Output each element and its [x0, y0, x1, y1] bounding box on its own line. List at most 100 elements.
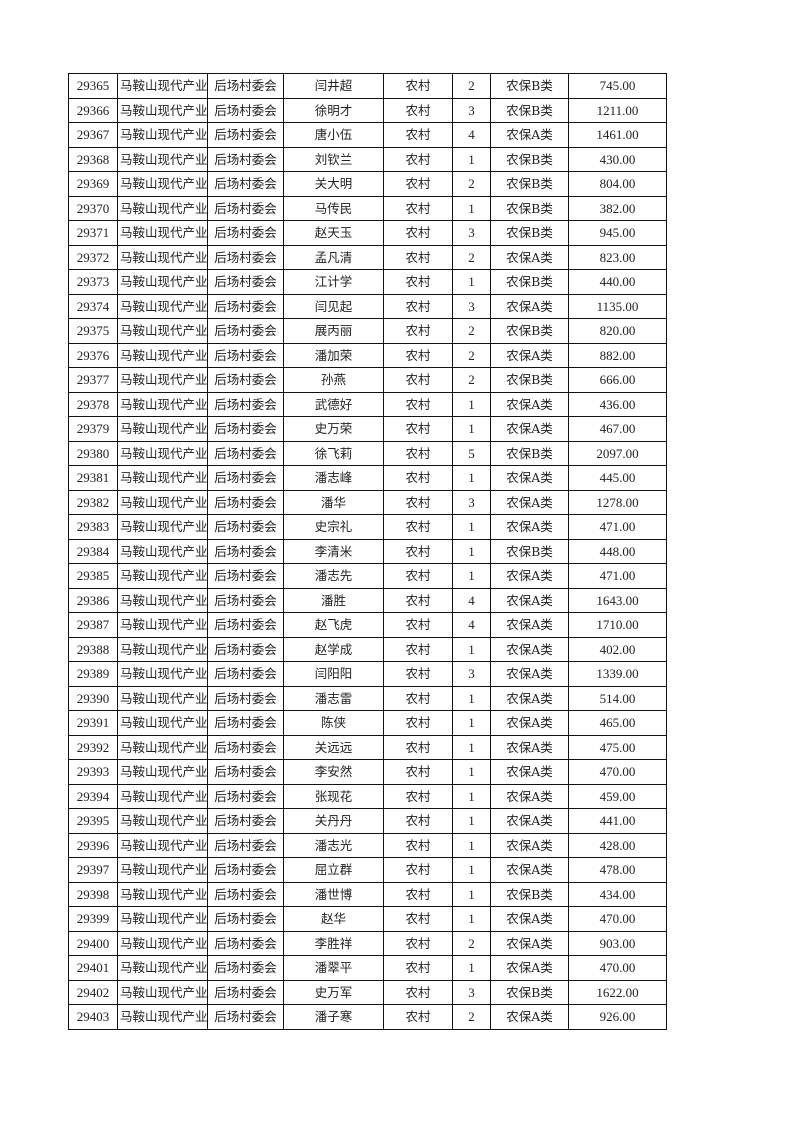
insurance-category-cell: 农保A类 — [490, 1004, 569, 1030]
household-size-cell: 2 — [452, 73, 491, 99]
amount-cell: 745.00 — [568, 73, 667, 99]
person-name-cell: 赵华 — [283, 906, 384, 932]
organization-cell: 马鞍山现代产业 — [117, 759, 208, 785]
household-type-cell: 农村 — [383, 269, 453, 295]
table-row: 29371 马鞍山现代产业 后场村委会 赵天玉 农村 3 农保B类 945.00 — [68, 220, 667, 246]
table-row: 29390 马鞍山现代产业 后场村委会 潘志雷 农村 1 农保A类 514.00 — [68, 685, 667, 711]
record-id-cell: 29395 — [68, 808, 118, 834]
household-type-cell: 农村 — [383, 538, 453, 564]
household-type-cell: 农村 — [383, 293, 453, 319]
amount-cell: 471.00 — [568, 563, 667, 589]
person-name-cell: 潘胜 — [283, 587, 384, 613]
organization-cell: 马鞍山现代产业 — [117, 832, 208, 858]
household-type-cell: 农村 — [383, 440, 453, 466]
table-row: 29384 马鞍山现代产业 后场村委会 李清米 农村 1 农保B类 448.00 — [68, 538, 667, 564]
person-name-cell: 马传民 — [283, 195, 384, 221]
record-id-cell: 29387 — [68, 612, 118, 638]
insurance-category-cell: 农保B类 — [490, 881, 569, 907]
record-id-cell: 29367 — [68, 122, 118, 148]
village-committee-cell: 后场村委会 — [207, 97, 284, 123]
insurance-category-cell: 农保A类 — [490, 514, 569, 540]
amount-cell: 1710.00 — [568, 612, 667, 638]
insurance-category-cell: 农保B类 — [490, 440, 569, 466]
insurance-category-cell: 农保A类 — [490, 612, 569, 638]
record-id-cell: 29368 — [68, 146, 118, 172]
village-committee-cell: 后场村委会 — [207, 122, 284, 148]
amount-cell: 475.00 — [568, 734, 667, 760]
insurance-category-cell: 农保A类 — [490, 685, 569, 711]
amount-cell: 804.00 — [568, 171, 667, 197]
organization-cell: 马鞍山现代产业 — [117, 195, 208, 221]
village-committee-cell: 后场村委会 — [207, 146, 284, 172]
household-size-cell: 1 — [452, 391, 491, 417]
table-row: 29391 马鞍山现代产业 后场村委会 陈侠 农村 1 农保A类 465.00 — [68, 710, 667, 736]
record-id-cell: 29370 — [68, 195, 118, 221]
organization-cell: 马鞍山现代产业 — [117, 489, 208, 515]
organization-cell: 马鞍山现代产业 — [117, 73, 208, 99]
amount-cell: 903.00 — [568, 930, 667, 956]
household-type-cell: 农村 — [383, 342, 453, 368]
household-type-cell: 农村 — [383, 195, 453, 221]
amount-cell: 926.00 — [568, 1004, 667, 1030]
household-size-cell: 2 — [452, 318, 491, 344]
record-id-cell: 29382 — [68, 489, 118, 515]
insurance-category-cell: 农保A类 — [490, 244, 569, 270]
person-name-cell: 李胜祥 — [283, 930, 384, 956]
village-committee-cell: 后场村委会 — [207, 759, 284, 785]
household-size-cell: 1 — [452, 563, 491, 589]
table-row: 29402 马鞍山现代产业 后场村委会 史万军 农村 3 农保B类 1622.00 — [68, 979, 667, 1005]
village-committee-cell: 后场村委会 — [207, 391, 284, 417]
organization-cell: 马鞍山现代产业 — [117, 685, 208, 711]
household-size-cell: 1 — [452, 832, 491, 858]
table-row: 29386 马鞍山现代产业 后场村委会 潘胜 农村 4 农保A类 1643.00 — [68, 587, 667, 613]
person-name-cell: 武德好 — [283, 391, 384, 417]
record-id-cell: 29386 — [68, 587, 118, 613]
amount-cell: 1622.00 — [568, 979, 667, 1005]
amount-cell: 1339.00 — [568, 661, 667, 687]
household-type-cell: 农村 — [383, 857, 453, 883]
record-id-cell: 29396 — [68, 832, 118, 858]
household-type-cell: 农村 — [383, 636, 453, 662]
organization-cell: 马鞍山现代产业 — [117, 906, 208, 932]
insurance-category-cell: 农保A类 — [490, 710, 569, 736]
household-type-cell: 农村 — [383, 220, 453, 246]
household-type-cell: 农村 — [383, 685, 453, 711]
household-size-cell: 2 — [452, 930, 491, 956]
table-row: 29376 马鞍山现代产业 后场村委会 潘加荣 农村 2 农保A类 882.00 — [68, 342, 667, 368]
organization-cell: 马鞍山现代产业 — [117, 244, 208, 270]
organization-cell: 马鞍山现代产业 — [117, 636, 208, 662]
table-row: 29395 马鞍山现代产业 后场村委会 关丹丹 农村 1 农保A类 441.00 — [68, 808, 667, 834]
insurance-category-cell: 农保A类 — [490, 563, 569, 589]
village-committee-cell: 后场村委会 — [207, 734, 284, 760]
village-committee-cell: 后场村委会 — [207, 293, 284, 319]
record-id-cell: 29400 — [68, 930, 118, 956]
table-row: 29394 马鞍山现代产业 后场村委会 张现花 农村 1 农保A类 459.00 — [68, 783, 667, 809]
village-committee-cell: 后场村委会 — [207, 318, 284, 344]
household-size-cell: 3 — [452, 979, 491, 1005]
village-committee-cell: 后场村委会 — [207, 342, 284, 368]
amount-cell: 478.00 — [568, 857, 667, 883]
table-row: 29374 马鞍山现代产业 后场村委会 闫见起 农村 3 农保A类 1135.00 — [68, 293, 667, 319]
table-row: 29389 马鞍山现代产业 后场村委会 闫阳阳 农村 3 农保A类 1339.00 — [68, 661, 667, 687]
table-row: 29367 马鞍山现代产业 后场村委会 唐小伍 农村 4 农保A类 1461.00 — [68, 122, 667, 148]
organization-cell: 马鞍山现代产业 — [117, 1004, 208, 1030]
organization-cell: 马鞍山现代产业 — [117, 612, 208, 638]
person-name-cell: 赵飞虎 — [283, 612, 384, 638]
village-committee-cell: 后场村委会 — [207, 73, 284, 99]
household-size-cell: 2 — [452, 367, 491, 393]
household-type-cell: 农村 — [383, 881, 453, 907]
insurance-category-cell: 农保A类 — [490, 783, 569, 809]
record-id-cell: 29399 — [68, 906, 118, 932]
household-type-cell: 农村 — [383, 734, 453, 760]
village-committee-cell: 后场村委会 — [207, 808, 284, 834]
household-type-cell: 农村 — [383, 244, 453, 270]
village-committee-cell: 后场村委会 — [207, 489, 284, 515]
record-id-cell: 29381 — [68, 465, 118, 491]
amount-cell: 945.00 — [568, 220, 667, 246]
village-committee-cell: 后场村委会 — [207, 857, 284, 883]
amount-cell: 1135.00 — [568, 293, 667, 319]
household-type-cell: 农村 — [383, 832, 453, 858]
record-id-cell: 29401 — [68, 955, 118, 981]
village-committee-cell: 后场村委会 — [207, 220, 284, 246]
amount-cell: 467.00 — [568, 416, 667, 442]
